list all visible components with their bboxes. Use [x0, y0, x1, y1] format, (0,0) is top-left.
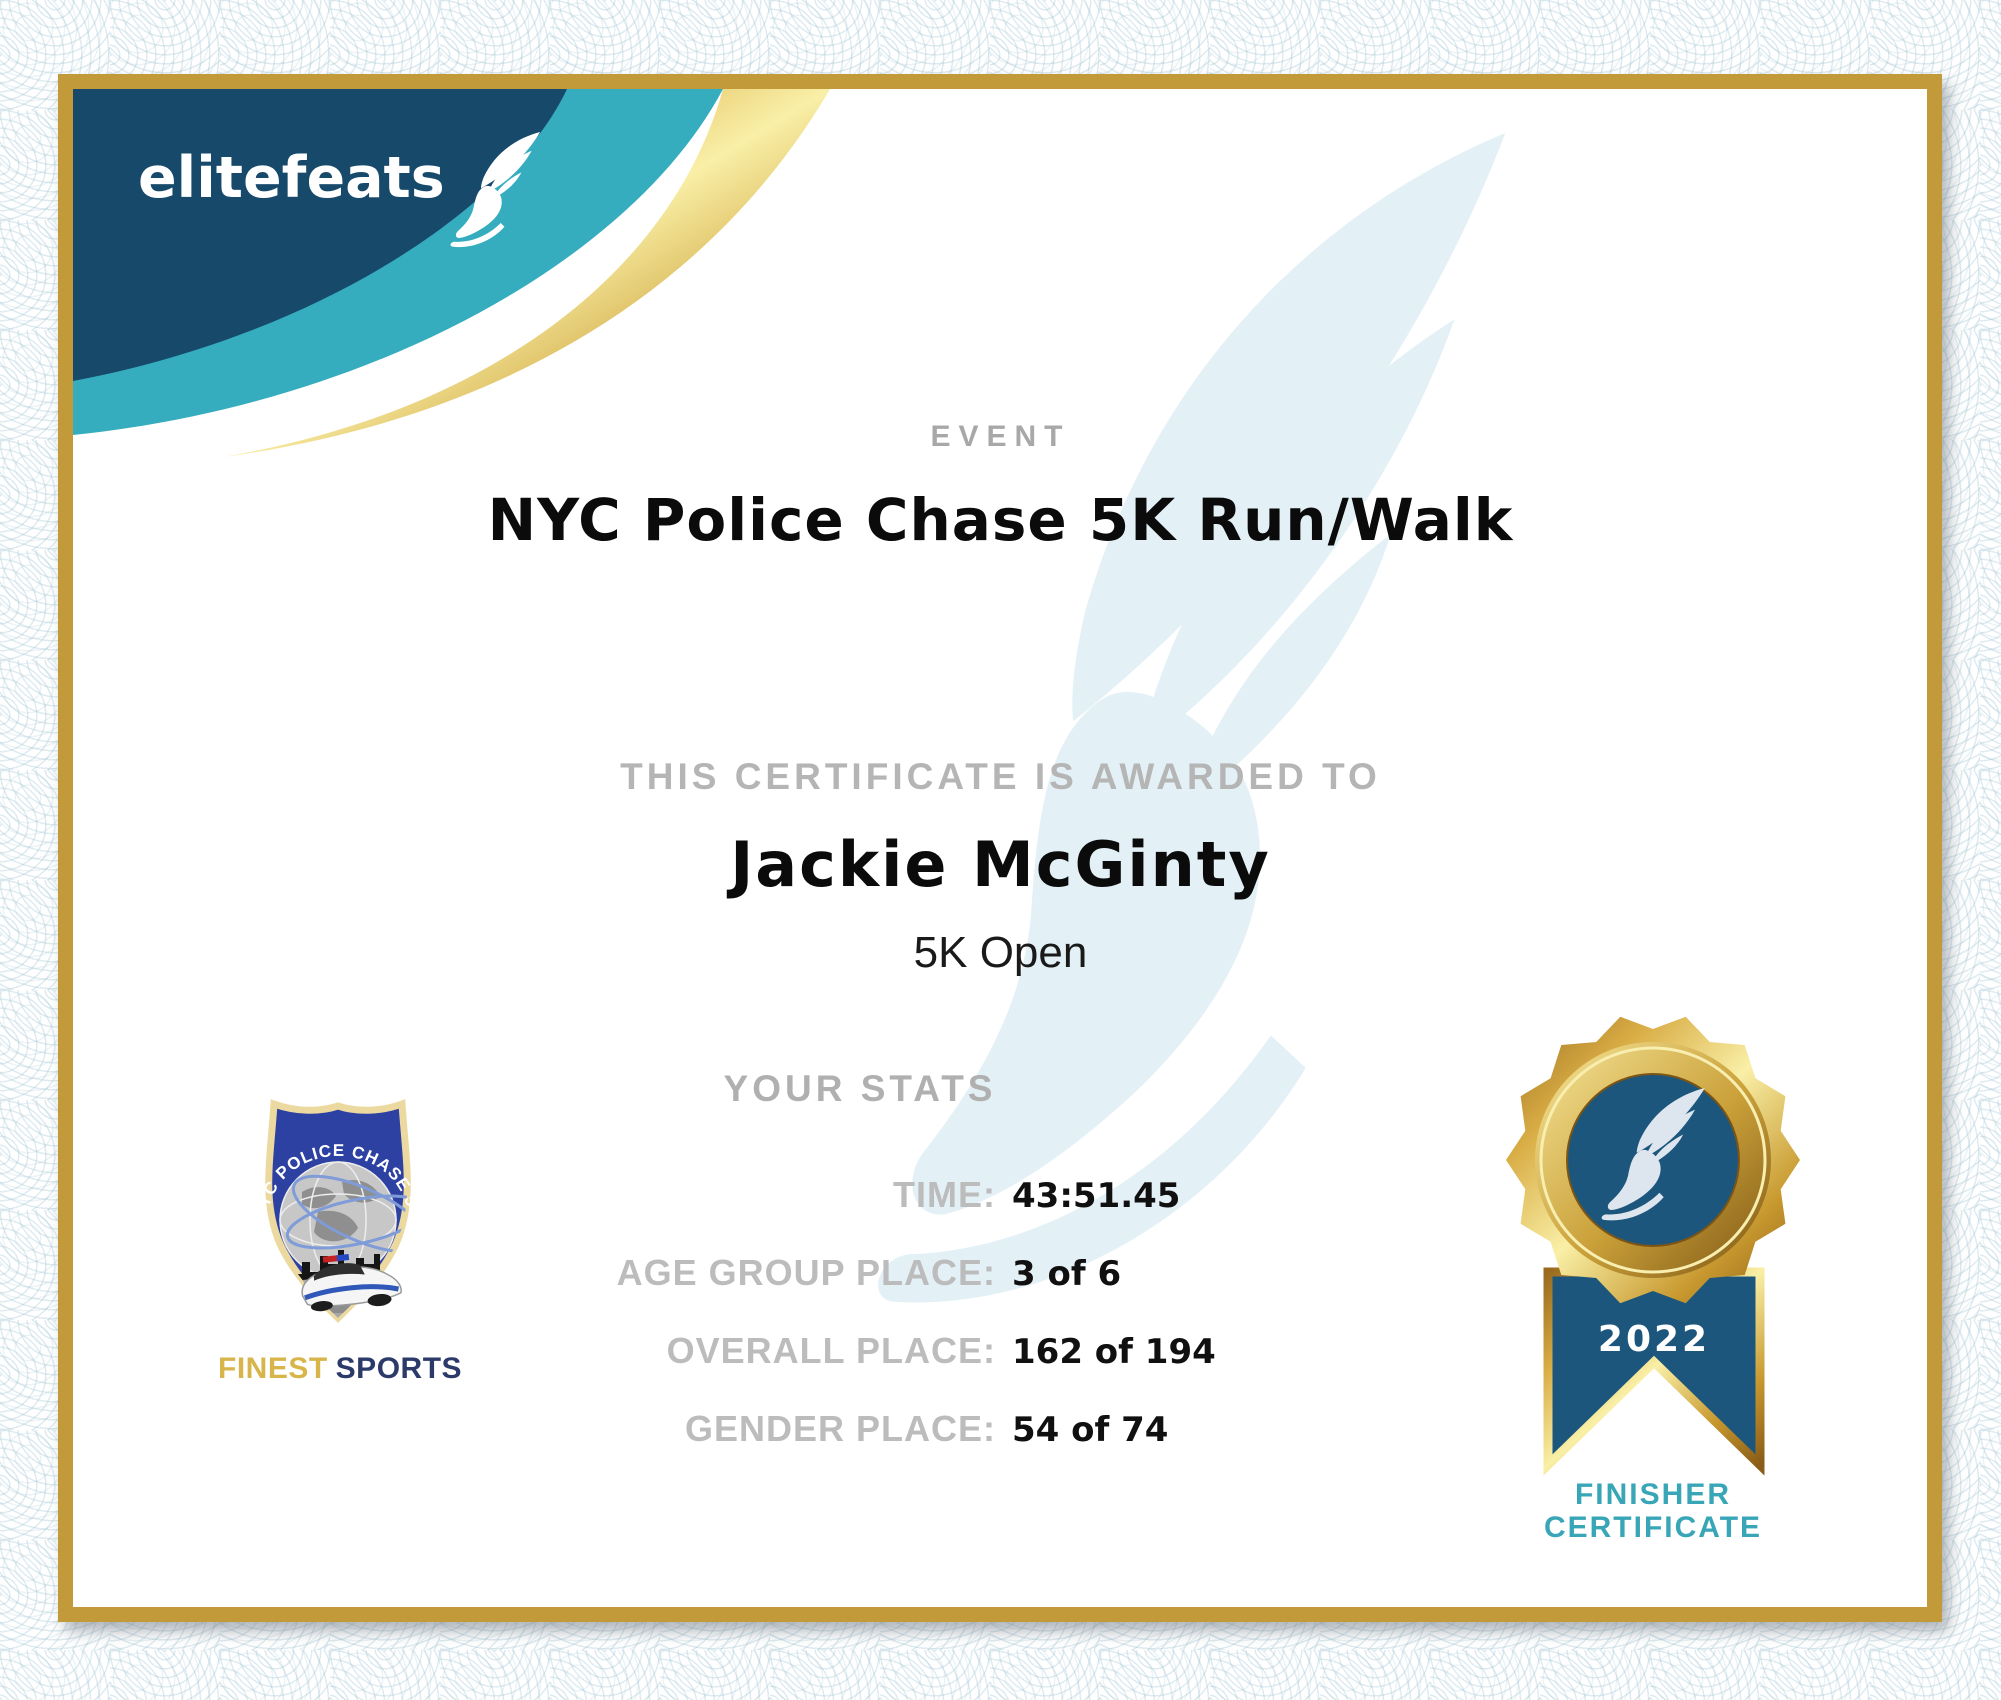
awarded-heading: THIS CERTIFICATE IS AWARDED TO: [620, 756, 1381, 797]
elitefeats-logo: elitefeats: [138, 132, 543, 254]
elitefeats-logo-text: elitefeats: [138, 145, 445, 211]
stat-label: TIME:: [893, 1174, 996, 1215]
police-car-icon: [301, 1254, 402, 1312]
header-wave: [73, 89, 830, 457]
stat-row-overall-place: OVERALL PLACE: 162 of 194: [250, 1330, 1216, 1374]
stats-heading: YOUR STATS: [723, 1068, 997, 1109]
recipient-name: Jackie McGinty: [730, 828, 1271, 901]
stats-block: TIME: 43:51.45 AGE GROUP PLACE: 3 of 6 O…: [250, 1174, 1216, 1486]
header-gold-band: [223, 89, 830, 457]
division-label: 5K Open: [913, 928, 1088, 977]
winged-foot-icon: [450, 132, 540, 248]
event-title: NYC Police Chase 5K Run/Walk: [487, 486, 1514, 554]
medal-ribbon: 2022: [1543, 1267, 1765, 1476]
header-navy-wave: [73, 89, 567, 381]
finest-sports-logo: FINEST SPORTS: [218, 1352, 462, 1386]
finisher-medal: 2022: [1506, 1016, 1800, 1476]
stat-value: 162 of 194: [1012, 1332, 1216, 1372]
sponsor-word-finest: FINEST: [218, 1352, 328, 1385]
event-label: EVENT: [930, 420, 1071, 453]
sponsor-word-sports: SPORTS: [335, 1352, 463, 1385]
finisher-caption-line1: FINISHER: [1574, 1478, 1731, 1511]
stat-label: GENDER PLACE:: [684, 1408, 996, 1449]
stat-value: 43:51.45: [1012, 1176, 1181, 1216]
stat-label: OVERALL PLACE:: [666, 1330, 996, 1371]
stat-row-age-group-place: AGE GROUP PLACE: 3 of 6: [250, 1252, 1216, 1296]
gold-rosette-icon: [1506, 1016, 1800, 1304]
stat-value: 3 of 6: [1012, 1254, 1122, 1294]
medal-year: 2022: [1598, 1319, 1710, 1360]
police-badge-icon: NYC POLICE CHASE 5K: [218, 1092, 421, 1323]
finisher-caption: FINISHER CERTIFICATE: [1498, 1478, 1808, 1544]
finisher-caption-line2: CERTIFICATE: [1543, 1511, 1763, 1544]
stat-label: AGE GROUP PLACE:: [616, 1252, 996, 1293]
stat-value: 54 of 74: [1012, 1410, 1169, 1450]
stat-row-gender-place: GENDER PLACE: 54 of 74: [250, 1408, 1216, 1452]
stat-row-time: TIME: 43:51.45: [250, 1174, 1216, 1218]
